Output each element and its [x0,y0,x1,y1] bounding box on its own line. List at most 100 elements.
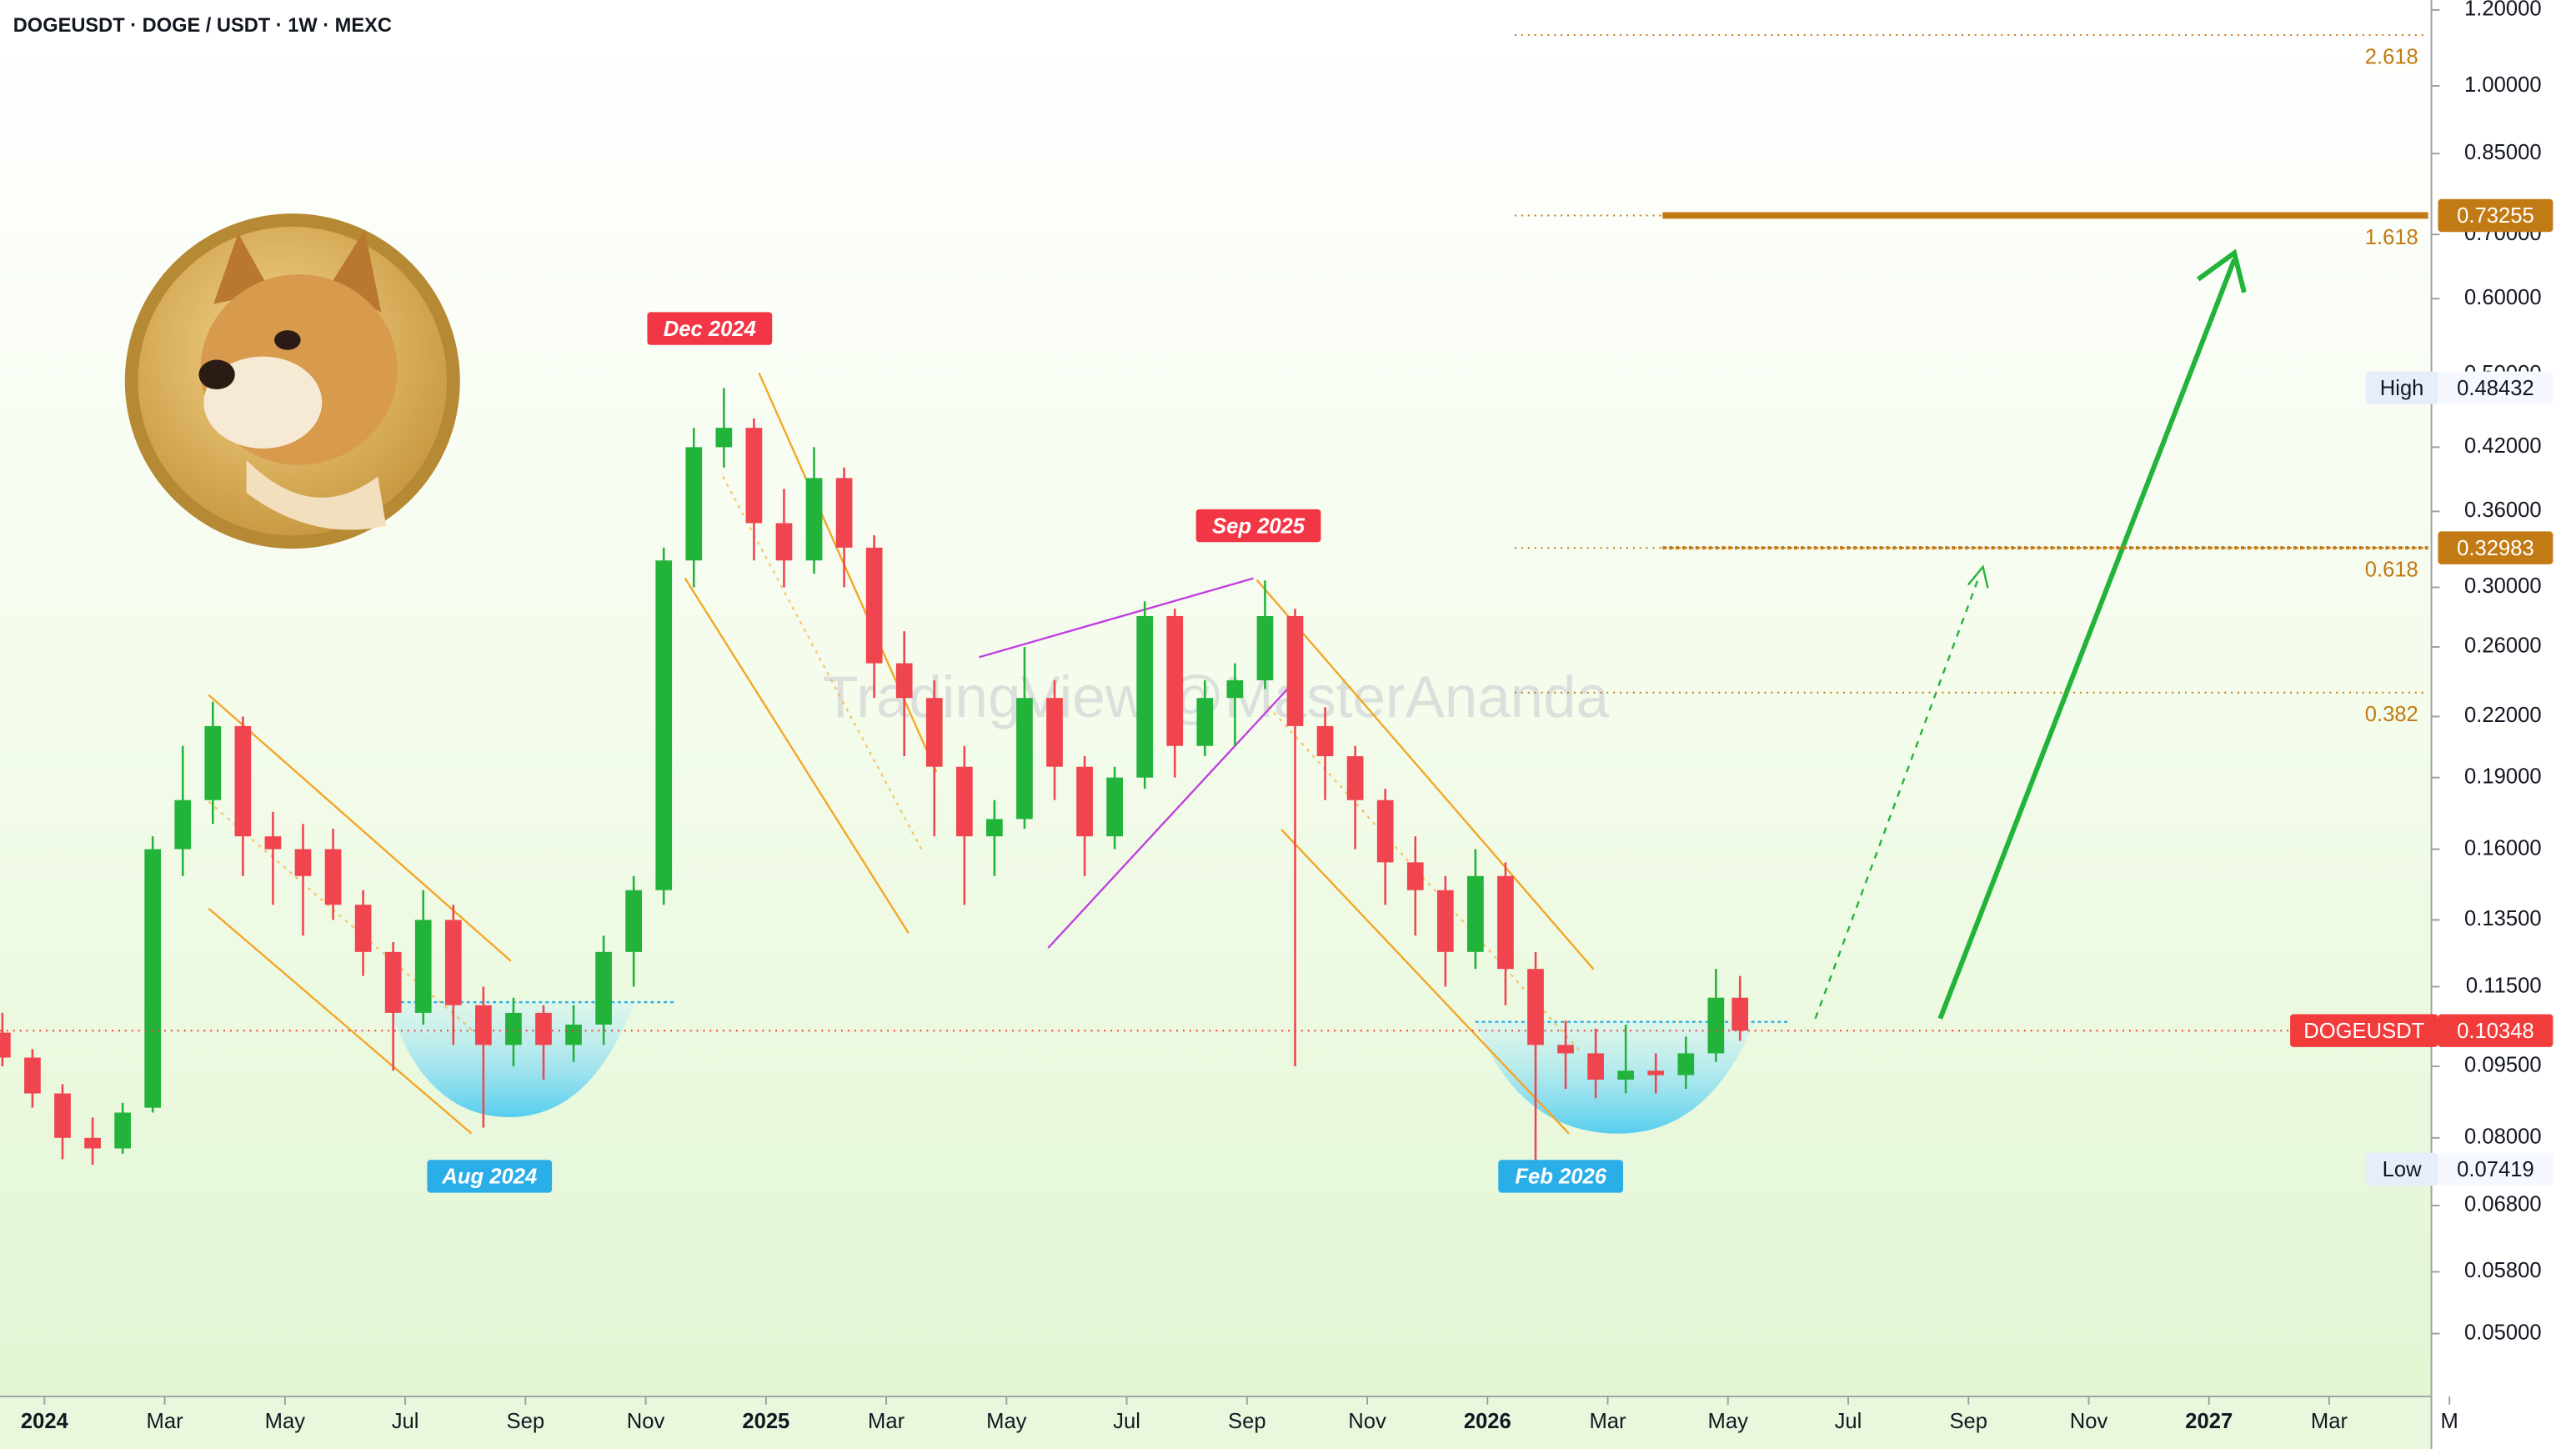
x-tick-label: M [2441,1410,2458,1433]
candle-body [745,428,763,524]
candle-body [805,478,823,561]
projection-arrowhead [1967,564,1989,589]
candle-body [1346,756,1364,800]
price-tag-label: Low [2383,1158,2422,1181]
x-tick-label: May [265,1410,306,1433]
candle-body [865,547,883,664]
candle-body [1677,1053,1695,1075]
candle-body [1647,1070,1665,1075]
candle-body [1226,679,1244,699]
x-tick-label: Nov [1348,1410,1386,1433]
candle-body [1046,698,1063,767]
candle-body [114,1112,131,1149]
candle-body [324,849,342,905]
doge-nose [198,359,235,390]
channel-line [684,577,910,934]
x-tick-label: May [986,1410,1027,1433]
y-tick-label: 0.36000 [2464,499,2542,522]
candle-body [204,725,222,800]
annotation: Sep 2025 [1212,514,1306,538]
candle-body [1106,777,1123,837]
y-tick-label: 0.60000 [2464,286,2542,309]
projection-arrowhead [2197,248,2247,293]
y-tick-label: 0.13500 [2464,907,2542,930]
y-tick-label: 0.16000 [2464,836,2542,860]
candle-body [925,698,943,767]
x-tick-label: Mar [2311,1410,2348,1433]
price-tag: 0.07419 [2457,1158,2534,1181]
annotation-box [1498,1160,1624,1193]
y-tick-label: 0.85000 [2464,141,2542,164]
candle-body [1497,875,1514,970]
price-tag-label: High [2380,377,2424,400]
candle-body [595,951,612,1025]
x-tick-label: Jul [1113,1410,1140,1433]
annotation: Feb 2026 [1515,1166,1606,1189]
doge-eye [274,330,301,350]
candle-body [1376,800,1394,863]
time-axis [0,1396,2432,1449]
x-tick-label: Nov [627,1410,665,1433]
candle-body [715,428,733,448]
candle-body [1527,969,1544,1045]
price-tag-label-bg [2290,1014,2438,1047]
price-axis [2431,0,2576,1449]
candle-body [1587,1053,1604,1080]
candle-body [625,890,643,952]
y-tick-label: 0.05000 [2464,1321,2542,1344]
x-tick-label: Mar [147,1410,184,1433]
price-tag: 0.10348 [2457,1020,2534,1043]
candle-body [1707,997,1725,1054]
y-tick-label: 0.19000 [2464,765,2542,788]
candle-body [1076,766,1093,837]
channel-line [758,372,938,773]
annotation-box [1195,509,1321,543]
x-tick-label: Mar [1589,1410,1626,1433]
doge-chest [246,459,387,530]
projection-arrow [1937,258,2237,1020]
y-tick-label: 0.22000 [2464,704,2542,727]
candle-body [655,560,673,890]
price-tag-bg [2438,198,2553,233]
candle-body [986,819,1003,837]
channel-line [208,694,512,962]
candle-body [475,1005,492,1045]
fib-label: 1.618 [2365,226,2418,249]
price-tag-label-bg [2365,371,2438,404]
channel-line [208,907,473,1135]
price-tag-bg [2438,531,2553,564]
y-tick-label: 0.42000 [2464,434,2542,458]
y-tick-label: 0.26000 [2464,634,2542,658]
candle-body [1286,615,1304,726]
x-tick-label: May [1708,1410,1749,1433]
x-tick-label: 2025 [742,1410,789,1433]
y-tick-label: 0.30000 [2464,574,2542,598]
x-tick-label: Jul [392,1410,419,1433]
annotation: Aug 2024 [441,1166,537,1189]
doge-logo [124,213,460,549]
y-tick-label: 0.09500 [2464,1054,2542,1077]
candles [0,388,1749,1171]
channel-mid [722,475,925,854]
price-tag-label-bg [2365,1152,2438,1186]
candle-body [384,951,402,1013]
x-tick-label: Jul [1835,1410,1862,1433]
candle-body [505,1012,522,1045]
y-tick-label: 1.20000 [2464,0,2542,21]
fib-label: 0.618 [2365,558,2418,581]
candle-body [1016,698,1033,820]
annotation: Dec 2024 [664,318,756,341]
x-tick-label: 2027 [2185,1410,2233,1433]
candle-body [444,920,462,1005]
candle-body [174,800,192,850]
candle-body [895,663,913,699]
watermark: TradingView @MasterAnanda [823,664,1610,730]
x-tick-label: Nov [2070,1410,2108,1433]
candle-body [955,766,973,837]
candle-body [1136,615,1154,778]
y-tick-label: 0.06800 [2464,1193,2542,1216]
candle-body [535,1012,552,1045]
wedge-line [1047,685,1291,949]
fib-label: 0.382 [2365,703,2418,726]
